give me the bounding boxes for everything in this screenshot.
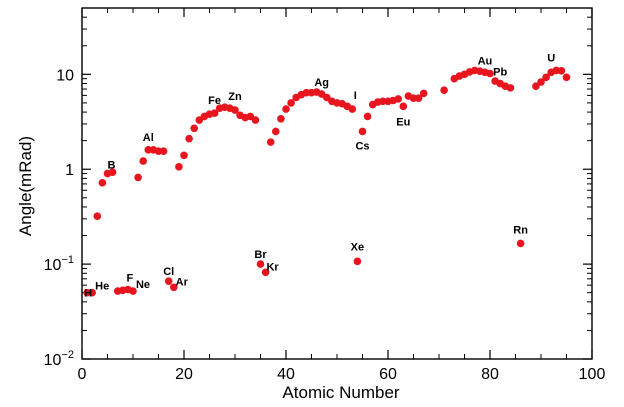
data-point	[486, 69, 494, 78]
data-point	[394, 95, 403, 103]
data-point	[164, 277, 173, 286]
x-tick-label: 40	[277, 366, 295, 383]
data-point	[282, 105, 290, 113]
data-point	[256, 260, 265, 268]
x-tick-label: 0	[78, 366, 87, 383]
data-point	[98, 178, 107, 187]
plot-area	[81, 7, 593, 360]
data-points	[83, 66, 571, 297]
data-point	[537, 78, 545, 86]
data-point	[108, 168, 117, 177]
annotation-rn: Rn	[513, 224, 528, 236]
data-point	[399, 102, 408, 111]
annotation-b: B	[108, 160, 116, 172]
data-point	[261, 268, 270, 277]
annotation-ag: Ag	[314, 77, 329, 89]
annotation-ne: Ne	[136, 279, 150, 291]
data-point	[210, 109, 219, 117]
annotation-pb: Pb	[493, 67, 507, 79]
data-point	[170, 283, 178, 292]
y-tick-label: 10−2	[44, 349, 74, 369]
annotation-xe: Xe	[351, 241, 364, 253]
annotation-fe: Fe	[208, 95, 221, 107]
annotation-cs: Cs	[355, 140, 369, 152]
data-point	[266, 138, 275, 146]
x-tick-label: 20	[175, 366, 193, 383]
y-tick-label: 1	[65, 162, 74, 179]
data-point	[251, 116, 260, 124]
data-point	[93, 212, 102, 220]
annotation-au: Au	[478, 55, 493, 67]
x-tick-label: 80	[481, 366, 499, 383]
annotation-eu: Eu	[396, 116, 410, 128]
x-tick-label: 100	[579, 366, 606, 383]
data-point	[348, 105, 357, 113]
data-point	[358, 127, 367, 136]
annotation-zn: Zn	[228, 91, 242, 103]
data-point	[175, 163, 183, 171]
annotation-he: He	[95, 281, 109, 293]
data-point	[277, 114, 285, 123]
y-tick-label: 10−1	[44, 254, 74, 274]
data-point	[134, 173, 142, 182]
annotation-br: Br	[254, 249, 267, 261]
annotation-f: F	[127, 273, 134, 285]
data-point	[440, 86, 448, 95]
y-axis-label: Angle(mRad)	[16, 136, 35, 236]
data-point	[185, 134, 193, 143]
data-point	[129, 287, 137, 295]
data-point	[506, 84, 515, 92]
data-point	[139, 157, 147, 165]
data-point	[414, 94, 423, 103]
data-point	[363, 112, 372, 121]
annotation-al: Al	[143, 132, 154, 144]
annotation-h: H	[84, 288, 92, 300]
data-point	[532, 82, 540, 90]
data-point	[272, 127, 280, 136]
data-point	[190, 124, 198, 133]
y-tick-label: 10	[56, 67, 74, 84]
data-point	[419, 89, 428, 98]
data-point	[231, 106, 239, 114]
data-point	[542, 73, 550, 82]
annotation-cl: Cl	[163, 266, 174, 278]
data-point	[562, 73, 571, 82]
data-point	[557, 66, 566, 75]
data-point	[88, 288, 96, 297]
data-point	[287, 99, 295, 107]
annotation-i: I	[354, 90, 357, 102]
data-point	[180, 151, 188, 160]
plot-frame	[81, 7, 593, 360]
data-point	[159, 147, 168, 155]
annotation-ar: Ar	[176, 276, 189, 288]
annotation-u: U	[547, 52, 555, 64]
x-tick-label: 60	[379, 366, 397, 383]
annotation-kr: Kr	[266, 261, 279, 273]
axis-ticks: 0 20 40 60 80 100 10−2 10−1 1 10	[44, 7, 606, 383]
data-point	[353, 257, 362, 266]
x-axis-label: Atomic Number	[282, 383, 399, 402]
data-point	[516, 239, 525, 248]
